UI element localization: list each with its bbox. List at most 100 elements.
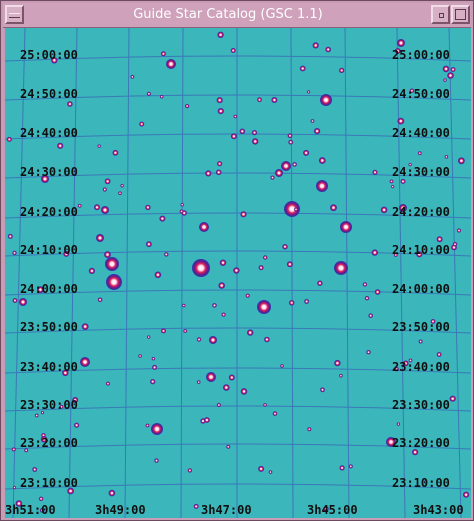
star xyxy=(263,255,268,260)
star xyxy=(62,369,69,377)
star xyxy=(284,201,300,217)
declination-labels: 25:00:00 25:00:00 24:50:00 24:50:00 24:40:00… xyxy=(20,48,450,490)
star xyxy=(199,222,209,232)
star xyxy=(268,470,273,474)
star xyxy=(272,411,278,416)
star xyxy=(32,467,38,472)
star xyxy=(282,244,288,250)
star xyxy=(330,204,337,212)
dec-label-right: 24:00:00 xyxy=(392,282,450,296)
star xyxy=(154,271,162,279)
star xyxy=(11,447,16,452)
minimize-icon xyxy=(439,13,444,18)
star xyxy=(458,157,465,165)
maximize-button[interactable] xyxy=(451,5,470,24)
star xyxy=(245,293,250,298)
star xyxy=(164,252,169,257)
star xyxy=(371,249,378,256)
dec-grid-line xyxy=(5,133,471,140)
star xyxy=(223,384,230,391)
star xyxy=(159,94,164,99)
star xyxy=(139,121,145,127)
dec-grid-line xyxy=(5,405,471,412)
dec-label-left: 23:50:00 xyxy=(20,320,78,334)
star xyxy=(72,397,79,403)
star xyxy=(447,72,454,79)
ra-grid-line xyxy=(12,28,26,518)
ra-grid-line xyxy=(396,28,406,518)
dec-label-right: 23:30:00 xyxy=(392,398,450,412)
star xyxy=(146,91,151,96)
star xyxy=(449,395,456,402)
star xyxy=(217,31,224,38)
star xyxy=(400,178,406,184)
star xyxy=(334,359,341,367)
star xyxy=(74,422,80,428)
star xyxy=(67,487,74,495)
star xyxy=(307,90,311,94)
star xyxy=(180,203,184,207)
star-chart[interactable]: 25:00:00 25:00:00 24:50:00 24:50:00 24:40:00… xyxy=(5,28,471,518)
star xyxy=(147,335,151,339)
star xyxy=(257,300,271,314)
window-menu-button[interactable] xyxy=(5,5,24,24)
star xyxy=(97,297,103,303)
star xyxy=(12,250,17,256)
right-ascension-labels: 3h51:00 3h49:00 3h47:00 3h45:00 3h43:00 xyxy=(5,503,464,517)
star xyxy=(323,506,329,512)
star xyxy=(104,251,111,258)
dec-grid-line xyxy=(5,289,471,296)
star xyxy=(88,267,95,274)
star xyxy=(101,206,109,214)
star xyxy=(396,422,401,426)
star xyxy=(81,323,89,330)
star xyxy=(205,170,212,177)
star xyxy=(96,234,104,242)
star-chart-canvas[interactable]: 25:00:00 25:00:00 24:50:00 24:50:00 24:40:00… xyxy=(5,28,471,518)
ra-grid-line xyxy=(344,28,350,518)
star xyxy=(408,163,412,167)
star xyxy=(206,372,216,382)
star xyxy=(204,417,210,423)
star xyxy=(145,204,151,211)
star xyxy=(105,257,119,271)
star xyxy=(145,423,150,428)
star xyxy=(316,180,328,192)
star xyxy=(391,185,395,189)
star xyxy=(219,259,227,266)
star xyxy=(120,184,124,188)
star xyxy=(314,128,321,135)
star xyxy=(389,179,394,184)
minimize-button[interactable] xyxy=(431,5,450,24)
star xyxy=(402,360,409,367)
star xyxy=(102,187,107,192)
star xyxy=(67,101,73,107)
star xyxy=(247,329,254,336)
star xyxy=(216,97,223,104)
star xyxy=(444,155,449,159)
star xyxy=(212,303,217,308)
star xyxy=(424,480,428,484)
star xyxy=(339,67,345,73)
dec-label-left: 23:20:00 xyxy=(20,436,78,450)
star xyxy=(112,149,119,156)
star xyxy=(258,265,264,271)
star xyxy=(59,404,64,409)
star xyxy=(325,46,332,53)
star xyxy=(252,138,259,145)
title-bar[interactable]: Guide Star Catalog (GSC 1.1) xyxy=(3,3,471,28)
star xyxy=(417,151,422,156)
star xyxy=(334,261,348,275)
dec-label-right: 24:50:00 xyxy=(392,87,450,101)
star xyxy=(442,65,450,73)
star xyxy=(150,379,156,385)
dec-label-right: 25:00:00 xyxy=(392,48,450,62)
star xyxy=(106,274,122,290)
star xyxy=(318,157,326,164)
window-menu-icon xyxy=(9,13,20,18)
ra-grid-line xyxy=(124,28,130,518)
star xyxy=(7,233,13,239)
star xyxy=(450,67,456,72)
star xyxy=(339,465,345,471)
